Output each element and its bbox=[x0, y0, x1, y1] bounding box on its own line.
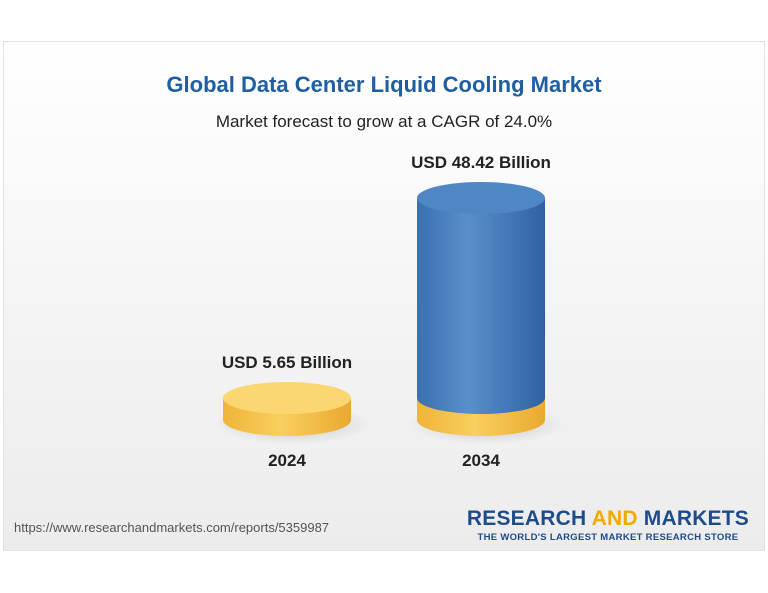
bar-2024: USD 5.65 Billion 2024 bbox=[215, 353, 371, 470]
chart-subtitle: Market forecast to grow at a CAGR of 24.… bbox=[215, 112, 553, 131]
source-url[interactable]: https://www.researchandmarkets.com/repor… bbox=[14, 520, 330, 535]
x-tick-label: 2034 bbox=[462, 451, 500, 470]
brand-logo: RESEARCH AND MARKETS THE WORLD'S LARGEST… bbox=[467, 507, 749, 543]
data-label: USD 5.65 Billion bbox=[222, 353, 352, 372]
bar-top bbox=[223, 382, 351, 414]
brand-name: RESEARCH AND MARKETS bbox=[466, 507, 749, 530]
chart-title: Global Data Center Liquid Cooling Market bbox=[166, 72, 602, 97]
x-tick-label: 2024 bbox=[268, 451, 306, 470]
bar-body bbox=[417, 198, 545, 414]
data-label: USD 48.42 Billion bbox=[411, 153, 551, 172]
chart-card bbox=[3, 41, 765, 551]
bar-2034: USD 48.42 Billion 2034 bbox=[409, 153, 565, 470]
brand-tagline: THE WORLD'S LARGEST MARKET RESEARCH STOR… bbox=[477, 532, 739, 543]
bar-top bbox=[417, 182, 545, 214]
